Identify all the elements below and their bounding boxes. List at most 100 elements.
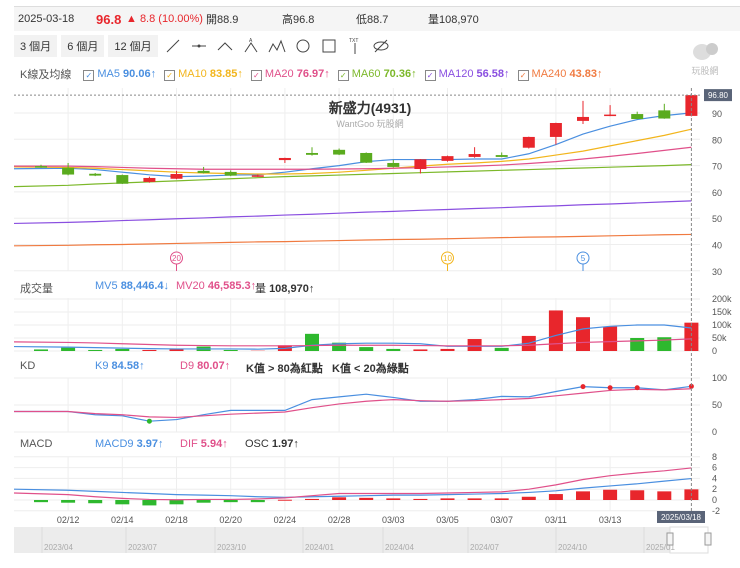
indicator-osc: OSC 1.97↑ xyxy=(245,438,299,450)
ma-toggle-ma60[interactable]: ✓ MA60 70.36↑ xyxy=(337,68,417,81)
chart-title: 新盛力(4931) xyxy=(329,100,411,116)
ma-toggle-ma240[interactable]: ✓ MA240 43.83↑ xyxy=(517,67,603,81)
candle-body xyxy=(35,166,47,168)
osc-bar xyxy=(142,500,157,506)
navigator-handle[interactable] xyxy=(704,532,712,546)
y-tick-label: 90 xyxy=(712,109,722,119)
indicator-label: DIF xyxy=(180,438,198,450)
ma-label: MA10 xyxy=(178,67,207,80)
ma-value: 90.06 xyxy=(123,67,151,80)
volume-bar xyxy=(494,347,509,351)
osc-bar xyxy=(548,494,563,500)
osc-bar xyxy=(88,500,103,504)
low-label: 低 xyxy=(356,14,367,26)
k-overbought-dot xyxy=(607,385,613,391)
osc-bar xyxy=(61,500,76,503)
navigator-label: 2024/01 xyxy=(305,543,334,552)
navigator-window xyxy=(669,526,709,554)
indicator-label: MACD9 xyxy=(95,438,134,450)
checkbox-icon[interactable]: ✓ xyxy=(424,69,436,81)
rectangle-icon[interactable] xyxy=(318,36,340,56)
x-tick-label: 02/18 xyxy=(165,515,188,525)
range-12m-button[interactable]: 12 個月 xyxy=(108,35,158,57)
range-3m-button[interactable]: 3 個月 xyxy=(14,35,58,57)
volume-bar xyxy=(467,339,482,351)
wantgoo-logo: 玩股網 xyxy=(690,40,720,77)
abcde-pattern-icon[interactable] xyxy=(266,36,288,56)
line-tool-icon[interactable] xyxy=(162,36,184,56)
ma-toggle-ma10[interactable]: ✓ MA10 83.85↑ xyxy=(164,68,243,81)
candle-body xyxy=(278,157,291,161)
angle-icon[interactable] xyxy=(214,36,236,56)
osc-bar xyxy=(196,500,211,503)
quote-price: 96.8 xyxy=(96,11,122,27)
dif-line xyxy=(13,467,692,501)
range-6m-button[interactable]: 6 個月 xyxy=(61,35,105,57)
ma-toggle-ma120[interactable]: ✓ MA120 56.58↑ xyxy=(424,68,510,81)
x-tick-label: 02/14 xyxy=(111,515,134,525)
osc-bar xyxy=(386,498,401,500)
ma-toggle-ma5[interactable]: ✓ MA5 90.06↑ xyxy=(83,68,156,81)
y-tick-label: 150k xyxy=(712,307,732,317)
osc-bar xyxy=(115,500,130,505)
ma-value: 43.83 xyxy=(569,67,597,80)
x-tick-label: 02/20 xyxy=(219,515,242,525)
ma-label: MA5 xyxy=(97,67,120,80)
osc-bar xyxy=(169,500,184,505)
y-tick-label: 30 xyxy=(712,267,722,277)
checkbox-icon[interactable]: ✓ xyxy=(250,69,262,81)
period-marker-icon xyxy=(441,251,454,265)
y-tick-label: 50 xyxy=(712,400,722,410)
volume-bar xyxy=(332,342,347,351)
y-tick-label: 70 xyxy=(712,162,722,172)
horizontal-line-icon[interactable] xyxy=(188,36,210,56)
candle-body xyxy=(441,156,454,161)
text-marker-icon[interactable]: TXT xyxy=(344,36,366,56)
osc-bar xyxy=(413,498,428,500)
indicator-label: 量 xyxy=(255,283,266,295)
ma-line-ma240 xyxy=(13,233,692,247)
x-tick-label: 03/03 xyxy=(382,515,405,525)
candle-body xyxy=(62,167,75,175)
kd-note: K值 < 20為綠點 xyxy=(332,363,409,375)
quote-change: ▲ 8.8 (10.00%) xyxy=(126,13,203,25)
abc-pattern-icon[interactable]: A xyxy=(240,36,262,56)
chart-subtitle: WantGoo 玩股網 xyxy=(336,118,403,129)
navigator-label: 2024/07 xyxy=(470,543,499,552)
date-tag-label: 2025/03/18 xyxy=(661,513,702,522)
navigator-label: 2024/10 xyxy=(558,543,587,552)
osc-bar xyxy=(467,498,482,500)
checkbox-icon[interactable]: ✓ xyxy=(164,69,176,81)
d-line xyxy=(14,388,692,419)
osc-bar xyxy=(576,491,590,500)
arrow-icon: ↑ xyxy=(224,360,231,372)
svg-text:TXT: TXT xyxy=(349,38,358,44)
period-marker-label: 10 xyxy=(443,254,452,263)
candle-body xyxy=(414,159,427,170)
ma-toggle-ma20[interactable]: ✓ MA20 76.97↑ xyxy=(250,68,330,81)
volume-bar xyxy=(603,326,618,351)
navigator-handle[interactable] xyxy=(666,532,674,546)
arrow-icon: ↑ xyxy=(308,283,315,295)
arrow-icon: ↑ xyxy=(158,438,164,450)
high-value: 96.8 xyxy=(293,14,315,26)
low-value: 88.7 xyxy=(367,14,389,26)
osc-bar xyxy=(630,490,645,500)
osc-bar xyxy=(223,500,238,503)
candle-body xyxy=(143,177,156,182)
candle-body xyxy=(387,162,400,167)
x-tick-label: 02/24 xyxy=(274,515,297,525)
checkbox-icon[interactable]: ✓ xyxy=(337,69,349,81)
circle-icon[interactable] xyxy=(292,36,314,56)
indicator-value: 88,446.4 xyxy=(120,280,164,292)
y-tick-label: 0 xyxy=(712,495,717,505)
ma-legend: K線及均線 ✓ MA5 90.06↑ ✓ MA10 83.85↑ ✓ MA20 76.97… xyxy=(20,66,603,82)
y-tick-label: 8 xyxy=(712,452,717,462)
candle-body xyxy=(604,114,617,117)
ma-line-ma10 xyxy=(13,128,692,175)
indicator-label: MV20 xyxy=(176,280,205,292)
checkbox-icon[interactable]: ✓ xyxy=(517,69,529,81)
hide-icon[interactable] xyxy=(370,36,392,56)
checkbox-icon[interactable]: ✓ xyxy=(83,69,95,81)
